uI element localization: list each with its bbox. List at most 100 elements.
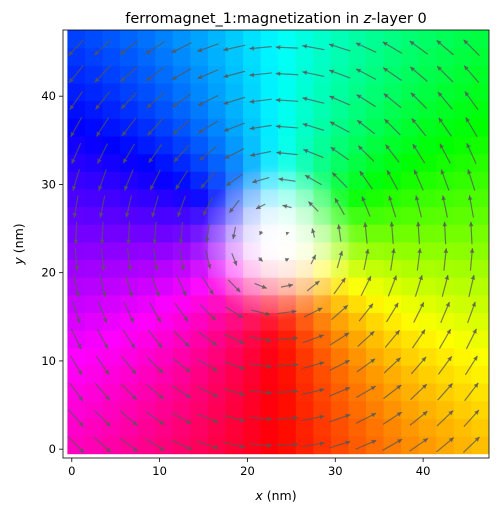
- magnetization-arrow: [122, 329, 136, 349]
- magnetization-cell: [190, 330, 209, 349]
- magnetization-cell: [383, 153, 402, 172]
- magnetization-arrow: [329, 121, 350, 133]
- magnetization-arrow: [275, 124, 299, 129]
- magnetization-cell: [366, 188, 385, 208]
- magnetization-arrow: [70, 328, 82, 350]
- magnetization-arrow: [121, 117, 137, 137]
- magnetization-cell: [330, 365, 350, 384]
- magnetization-arrow: [100, 248, 106, 271]
- magnetization-arrow: [356, 119, 376, 135]
- magnetization-arrow: [302, 334, 324, 344]
- magnetization-arrow: [145, 41, 165, 55]
- magnetization-cell: [155, 347, 174, 366]
- magnetization-arrow: [465, 117, 478, 138]
- magnetization-cell: [471, 135, 489, 155]
- magnetization-cell: [84, 82, 104, 102]
- magnetization-cell: [418, 135, 437, 155]
- magnetization-cell: [436, 188, 455, 208]
- magnetization-arrow: [280, 283, 294, 288]
- magnetization-arrow: [73, 274, 80, 298]
- magnetization-arrow: [71, 169, 81, 191]
- magnetization-cell: [295, 347, 314, 366]
- magnetization-cell: [471, 259, 489, 278]
- magnetization-cell: [418, 294, 437, 313]
- magnetization-cell: [348, 65, 367, 84]
- magnetization-cell: [84, 241, 104, 261]
- magnetization-cell: [436, 206, 455, 225]
- magnetization-arrow: [382, 67, 402, 81]
- chart-title-suffix: -layer 0: [371, 11, 426, 27]
- magnetization-arrow: [410, 356, 427, 375]
- magnetization-cell: [137, 65, 156, 84]
- magnetization-cell: [366, 135, 385, 155]
- magnetization-cell: [348, 30, 367, 49]
- magnetization-arrow: [436, 65, 454, 83]
- magnetization-cell: [207, 418, 227, 437]
- magnetization-arrow: [198, 146, 217, 161]
- magnetization-arrow: [93, 436, 112, 453]
- magnetization-arrow: [126, 221, 131, 245]
- magnetization-cell: [418, 312, 437, 331]
- magnetization-cell: [418, 171, 437, 190]
- magnetization-arrow: [177, 195, 186, 218]
- magnetization-cell: [67, 365, 86, 384]
- magnetization-cell: [102, 65, 121, 84]
- magnetization-cell: [471, 330, 489, 349]
- magnetization-arrow: [416, 248, 422, 271]
- magnetization-cell: [225, 135, 244, 155]
- magnetization-arrow: [386, 169, 399, 191]
- magnetization-arrow: [386, 302, 399, 323]
- magnetization-cell: [155, 135, 174, 155]
- magnetization-cell: [453, 135, 473, 155]
- magnetization-arrow: [302, 122, 325, 131]
- magnetization-cell: [207, 82, 227, 102]
- magnetization-cell: [313, 330, 332, 349]
- magnetization-cell: [102, 330, 121, 349]
- magnetization-arrow: [251, 309, 271, 316]
- x-axis-label-unit: (nm): [263, 488, 297, 503]
- magnetization-cell: [155, 188, 174, 208]
- magnetization-arrow: [251, 177, 270, 184]
- magnetization-cell: [295, 382, 314, 402]
- magnetization-arrow: [231, 226, 237, 240]
- plot-frame: [62, 29, 490, 459]
- magnetization-cell: [84, 30, 104, 49]
- magnetization-cell: [436, 400, 455, 419]
- magnetization-arrow: [223, 388, 246, 397]
- magnetization-cell: [190, 365, 209, 384]
- magnetization-arrow: [68, 65, 84, 84]
- magnetization-cell: [453, 171, 473, 190]
- magnetization-cell: [225, 82, 244, 102]
- magnetization-arrow: [69, 91, 84, 111]
- magnetization-arrow: [306, 280, 320, 292]
- magnetization-cell: [383, 259, 402, 278]
- magnetization-arrow: [176, 275, 187, 297]
- magnetization-cell: [190, 65, 209, 84]
- magnetization-cell: [366, 277, 385, 296]
- magnetization-cell: [137, 400, 156, 419]
- y-axis-ticks: 0 10 20 30 40: [41, 89, 63, 456]
- magnetization-cell: [278, 347, 297, 366]
- magnetization-cell: [84, 435, 104, 455]
- magnetization-arrow: [204, 223, 210, 243]
- magnetization-arrow: [330, 146, 350, 161]
- magnetization-cell: [243, 47, 262, 66]
- magnetization-cell: [190, 100, 209, 119]
- magnetization-cell: [207, 100, 227, 119]
- y-tick-label: 30: [41, 177, 56, 191]
- magnetization-arrow: [99, 221, 105, 245]
- magnetization-cell: [418, 118, 437, 137]
- magnetization-arrow: [146, 356, 164, 374]
- magnetization-cell: [137, 206, 156, 225]
- magnetization-cell: [418, 241, 437, 261]
- magnetization-cell: [383, 188, 402, 208]
- magnetization-cell: [155, 100, 174, 119]
- magnetization-cell: [383, 418, 402, 437]
- magnetization-cell: [418, 365, 437, 384]
- magnetization-cell: [348, 382, 367, 402]
- magnetization-cell: [383, 82, 402, 102]
- plot-area: [67, 30, 489, 455]
- magnetization-cell: [172, 47, 191, 66]
- chart-title-z: z: [363, 11, 372, 27]
- magnetization-cell: [366, 259, 385, 278]
